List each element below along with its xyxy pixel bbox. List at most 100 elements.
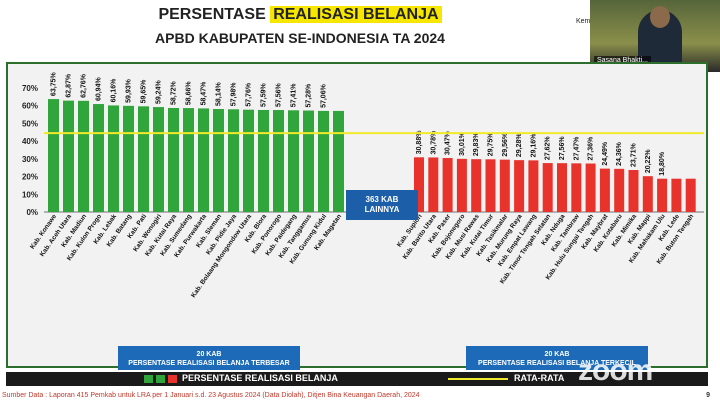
others-box: 363 KAB LAINNYA <box>346 190 418 220</box>
data-label: 60,16% <box>111 78 118 103</box>
data-label: 27,56% <box>559 136 566 161</box>
bar-top <box>213 109 224 212</box>
bar-top <box>48 99 59 212</box>
data-label: 29,56% <box>502 132 509 157</box>
bar-bottom <box>528 160 539 212</box>
source-note: Sumber Data : Laporan 415 Pemkab untuk L… <box>2 392 420 399</box>
data-label: 58,72% <box>171 80 178 105</box>
caption-top20-text: PERSENTASE REALISASI BELANJA TERBESAR <box>128 360 290 367</box>
data-label: 57,59% <box>261 82 268 107</box>
data-label: 59,65% <box>141 79 148 104</box>
data-label: 18,80% <box>659 151 666 176</box>
data-label: 62,87% <box>66 73 73 98</box>
bar-top <box>153 107 164 212</box>
data-label: 59,24% <box>156 80 163 105</box>
data-label: 20,22% <box>645 149 652 174</box>
data-label: 59,93% <box>126 78 133 103</box>
chart-title: PERSENTASE REALISASI BELANJA <box>0 6 600 24</box>
y-tick-label: 10% <box>22 190 38 199</box>
bar-bottom <box>585 163 596 212</box>
bar-bottom <box>628 169 639 212</box>
data-label: 30,88% <box>416 130 423 155</box>
data-label: 30,47% <box>445 131 452 156</box>
bar-top <box>288 110 299 212</box>
caption-top20-count: 20 KAB <box>196 351 222 358</box>
others-count: 363 KAB <box>365 195 399 204</box>
bar-top <box>333 110 344 212</box>
bar-top <box>273 110 284 212</box>
participant-name: Sasana Bhakti... <box>594 56 651 65</box>
caption-bottom20-count: 20 KAB <box>544 351 570 358</box>
caption-top20: 20 KAB PERSENTASE REALISASI BELANJA TERB… <box>118 346 300 370</box>
bar-bottom <box>499 159 510 212</box>
title-prefix: PERSENTASE <box>158 6 271 23</box>
legend: PERSENTASE REALISASI BELANJA RATA-RATA <box>6 372 708 386</box>
bar-bottom <box>614 168 625 212</box>
data-label: 57,76% <box>246 82 253 107</box>
data-label: 63,75% <box>51 72 58 97</box>
bar-bottom <box>642 176 653 212</box>
chart-subtitle: APBD KABUPATEN SE-INDONESIA TA 2024 <box>155 30 445 46</box>
y-tick-label: 30% <box>22 155 38 164</box>
bar-bottom <box>542 163 553 212</box>
data-label: 23,71% <box>631 142 638 167</box>
bar-bottom <box>442 158 453 212</box>
zoom-watermark: zoom <box>578 354 653 387</box>
y-tick-label: 20% <box>22 173 38 182</box>
bar-top <box>63 100 74 212</box>
data-label: 29,28% <box>516 133 523 158</box>
data-label: 58,66% <box>186 81 193 106</box>
data-label: 29,16% <box>530 133 537 158</box>
data-label: 27,36% <box>588 136 595 161</box>
data-label: 57,41% <box>291 83 298 108</box>
bar-bottom <box>414 157 424 212</box>
caption-bottom20-text: PERSENTASE REALISASI BELANJA TERKECIL <box>478 360 636 367</box>
bar-top <box>243 109 254 212</box>
bar-top <box>123 105 134 212</box>
data-label: 57,98% <box>231 82 238 107</box>
presenter-label: Kem <box>576 18 591 25</box>
legend-series-label: PERSENTASE REALISASI BELANJA <box>182 373 338 383</box>
data-label: 30,01% <box>459 131 466 156</box>
bar-bottom <box>571 163 582 212</box>
video-thumbnail[interactable]: Sasana Bhakti... <box>590 0 720 72</box>
y-tick-label: 0% <box>26 208 38 217</box>
bar-top <box>168 107 179 212</box>
bar-bottom <box>685 178 696 212</box>
y-tick-label: 40% <box>22 137 38 146</box>
legend-swatch-red <box>168 375 177 383</box>
bar-top <box>78 100 89 212</box>
bar-top <box>183 108 194 212</box>
data-label: 57,56% <box>276 83 283 108</box>
bar-bottom <box>456 158 467 212</box>
bar-bottom <box>671 178 682 212</box>
bar-top <box>93 104 104 212</box>
bar-bottom <box>557 163 567 212</box>
bar-bottom <box>471 159 482 212</box>
data-label: 62,76% <box>81 73 88 98</box>
bar-bottom <box>657 178 668 212</box>
title-highlight: REALISASI BELANJA <box>270 6 442 23</box>
speaker-head <box>650 6 670 28</box>
bar-top <box>228 109 239 212</box>
y-tick-label: 50% <box>22 119 38 128</box>
data-label: 24,36% <box>616 141 623 166</box>
bar-top <box>318 110 329 212</box>
data-label: 57,06% <box>321 83 328 108</box>
bar-bottom <box>428 157 439 212</box>
data-label: 58,47% <box>201 81 208 106</box>
data-label: 60,94% <box>96 77 103 102</box>
data-label: 29,83% <box>473 132 480 157</box>
caption-bottom20: 20 KAB PERSENTASE REALISASI BELANJA TERK… <box>466 346 648 370</box>
bar-top <box>303 110 314 212</box>
y-tick-label: 60% <box>22 102 38 111</box>
legend-swatch-green-2 <box>156 375 165 383</box>
bar-top <box>108 105 119 212</box>
data-label: 29,75% <box>488 132 495 157</box>
bar-top <box>138 106 149 212</box>
bar-bottom <box>485 159 496 212</box>
data-label: 57,28% <box>306 83 313 108</box>
legend-swatch-green-1 <box>144 375 153 383</box>
data-label: 27,62% <box>545 136 552 161</box>
